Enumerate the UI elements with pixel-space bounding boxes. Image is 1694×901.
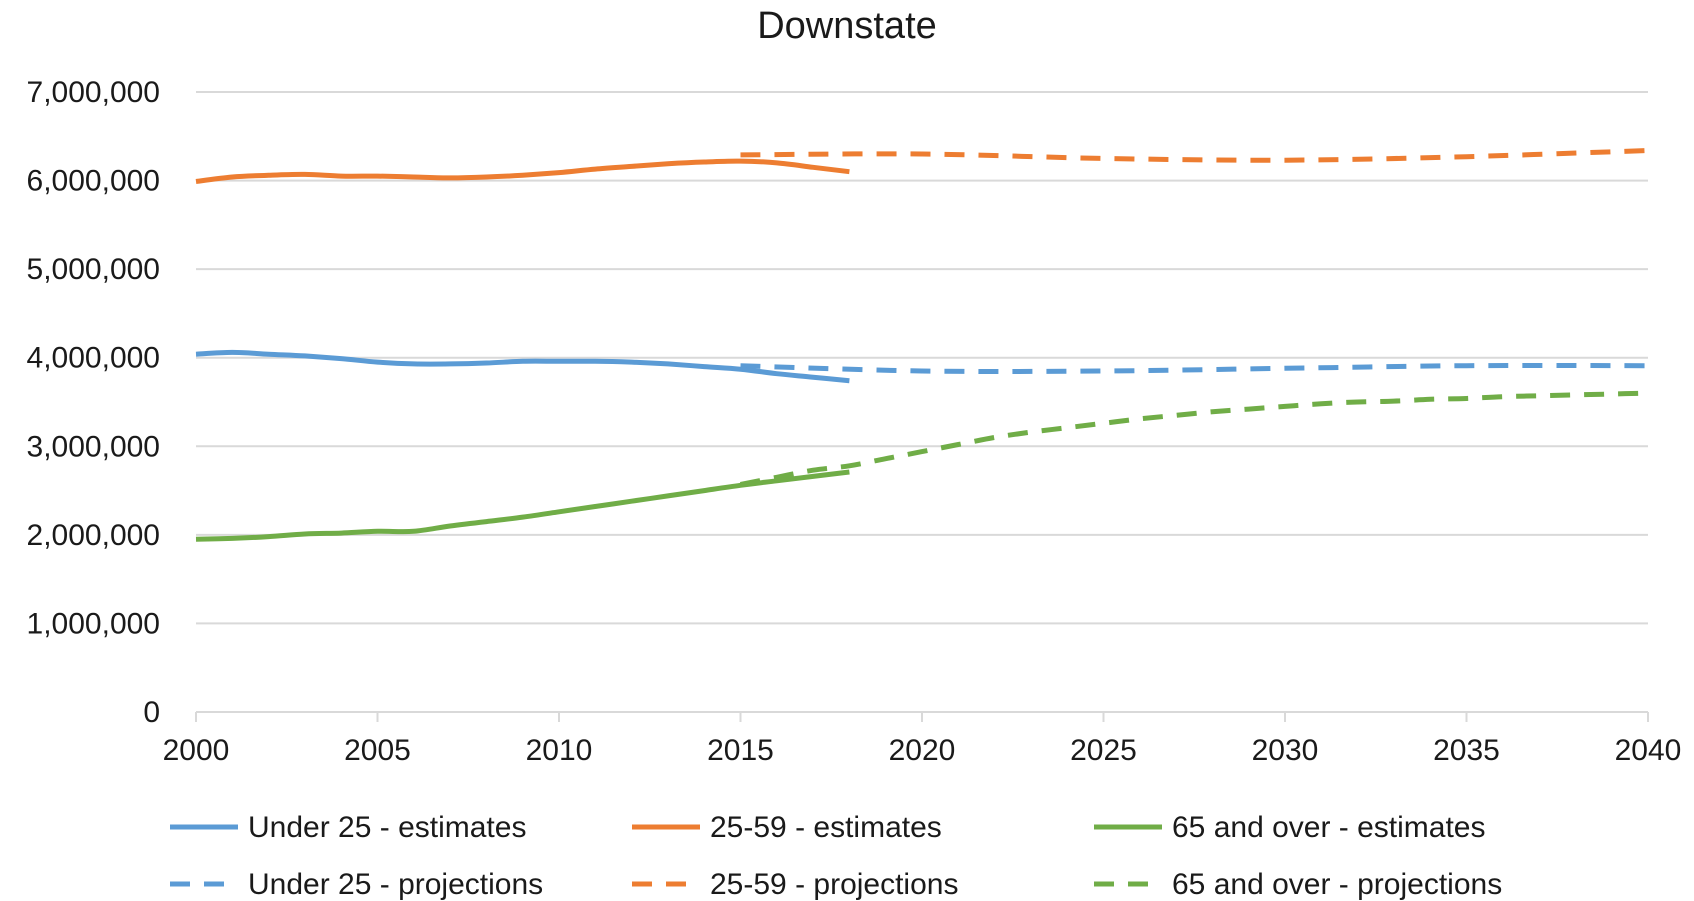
y-tick-label: 4,000,000: [27, 342, 160, 375]
x-tick-label: 2000: [163, 734, 230, 767]
legend-item: Under 25 - projections: [170, 868, 543, 901]
y-tick-label: 3,000,000: [27, 430, 160, 463]
chart-title: Downstate: [757, 5, 937, 47]
legend-item: 65 and over - estimates: [1094, 811, 1486, 844]
legend-label: 25-59 - projections: [710, 868, 958, 901]
legend: Under 25 - estimates 25-59 - estimates 65 …: [170, 811, 1502, 901]
series-line-1: [195, 158, 850, 184]
y-tick-label: 2,000,000: [27, 519, 160, 552]
series-layer: [195, 148, 1649, 542]
x-tick-label: 2005: [344, 734, 411, 767]
x-tick-label: 2015: [707, 734, 774, 767]
series-line-4: [740, 148, 1649, 163]
x-tick-label: 2010: [526, 734, 593, 767]
y-tick-label: 5,000,000: [27, 253, 160, 286]
legend-label: 25-59 - estimates: [710, 811, 942, 844]
legend-label: 65 and over - estimates: [1172, 811, 1486, 844]
y-tick-label: 0: [143, 696, 160, 729]
legend-label: 65 and over - projections: [1172, 868, 1502, 901]
series-line-2: [195, 469, 850, 542]
legend-item: Under 25 - estimates: [170, 811, 526, 844]
axis-layer: 0 1,000,000 2,000,000 3,000,000 4,000,000 5,0…: [27, 76, 1682, 767]
x-tick-label: 2030: [1252, 734, 1319, 767]
series-line-0: [195, 349, 850, 384]
legend-item: 25-59 - estimates: [632, 811, 942, 844]
legend-label: Under 25 - estimates: [248, 811, 526, 844]
y-tick-label: 6,000,000: [27, 165, 160, 198]
x-tick-label: 2040: [1615, 734, 1682, 767]
series-line-3: [740, 362, 1649, 375]
y-tick-label: 7,000,000: [27, 76, 160, 109]
legend-label: Under 25 - projections: [248, 868, 543, 901]
grid-layer: [196, 91, 1648, 625]
y-tick-label: 1,000,000: [27, 607, 160, 640]
legend-item: 65 and over - projections: [1094, 868, 1502, 901]
x-tick-label: 2025: [1070, 734, 1137, 767]
x-tick-label: 2020: [889, 734, 956, 767]
legend-item: 25-59 - projections: [632, 868, 958, 901]
series-line-5: [740, 390, 1649, 487]
x-tick-label: 2035: [1433, 734, 1500, 767]
